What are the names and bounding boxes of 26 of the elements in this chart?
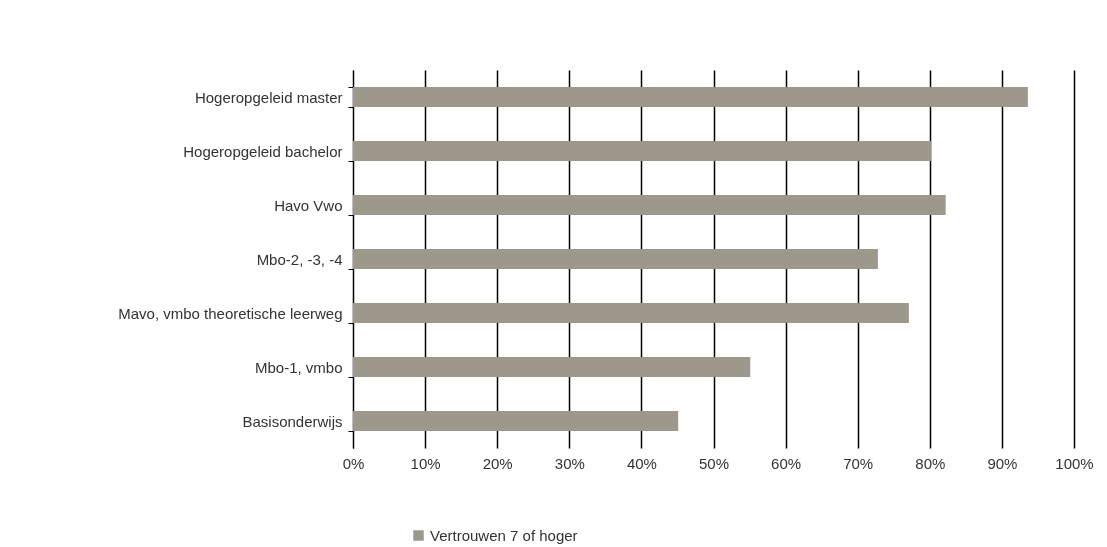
x-tick-label: 50%	[698, 454, 730, 472]
y-tick-label: Mbo-2, -3, -4	[256, 250, 343, 268]
bar	[353, 87, 1028, 107]
x-tick-label: 80%	[915, 454, 946, 472]
x-tick-label: 90%	[987, 454, 1018, 472]
legend-label: Vertrouwen 7 of hoger	[430, 526, 578, 544]
x-tick-label: 100%	[1055, 454, 1094, 472]
x-tick-label: 40%	[626, 454, 657, 472]
y-tick-label: Havo Vwo	[274, 196, 343, 214]
x-tick-label: 60%	[771, 454, 802, 472]
bar	[353, 195, 946, 215]
bar	[353, 411, 679, 431]
y-tick-label: Mavo, vmbo theoretische leerweg	[118, 304, 343, 322]
x-tick-label: 30%	[554, 454, 585, 472]
bar	[353, 357, 751, 377]
bar	[353, 141, 932, 161]
bar	[353, 303, 909, 323]
x-tick-label: 0%	[342, 454, 365, 472]
x-tick-label: 10%	[410, 454, 441, 472]
y-tick-label: Hogeropgeleid bachelor	[183, 142, 343, 160]
y-tick-label: Hogeropgeleid master	[194, 88, 343, 106]
bar	[353, 249, 878, 269]
x-tick-label: 70%	[843, 454, 874, 472]
x-tick-label: 20%	[482, 454, 513, 472]
y-tick-label: Basisonderwijs	[242, 412, 343, 430]
y-tick-label: Mbo-1, vmbo	[254, 358, 343, 376]
